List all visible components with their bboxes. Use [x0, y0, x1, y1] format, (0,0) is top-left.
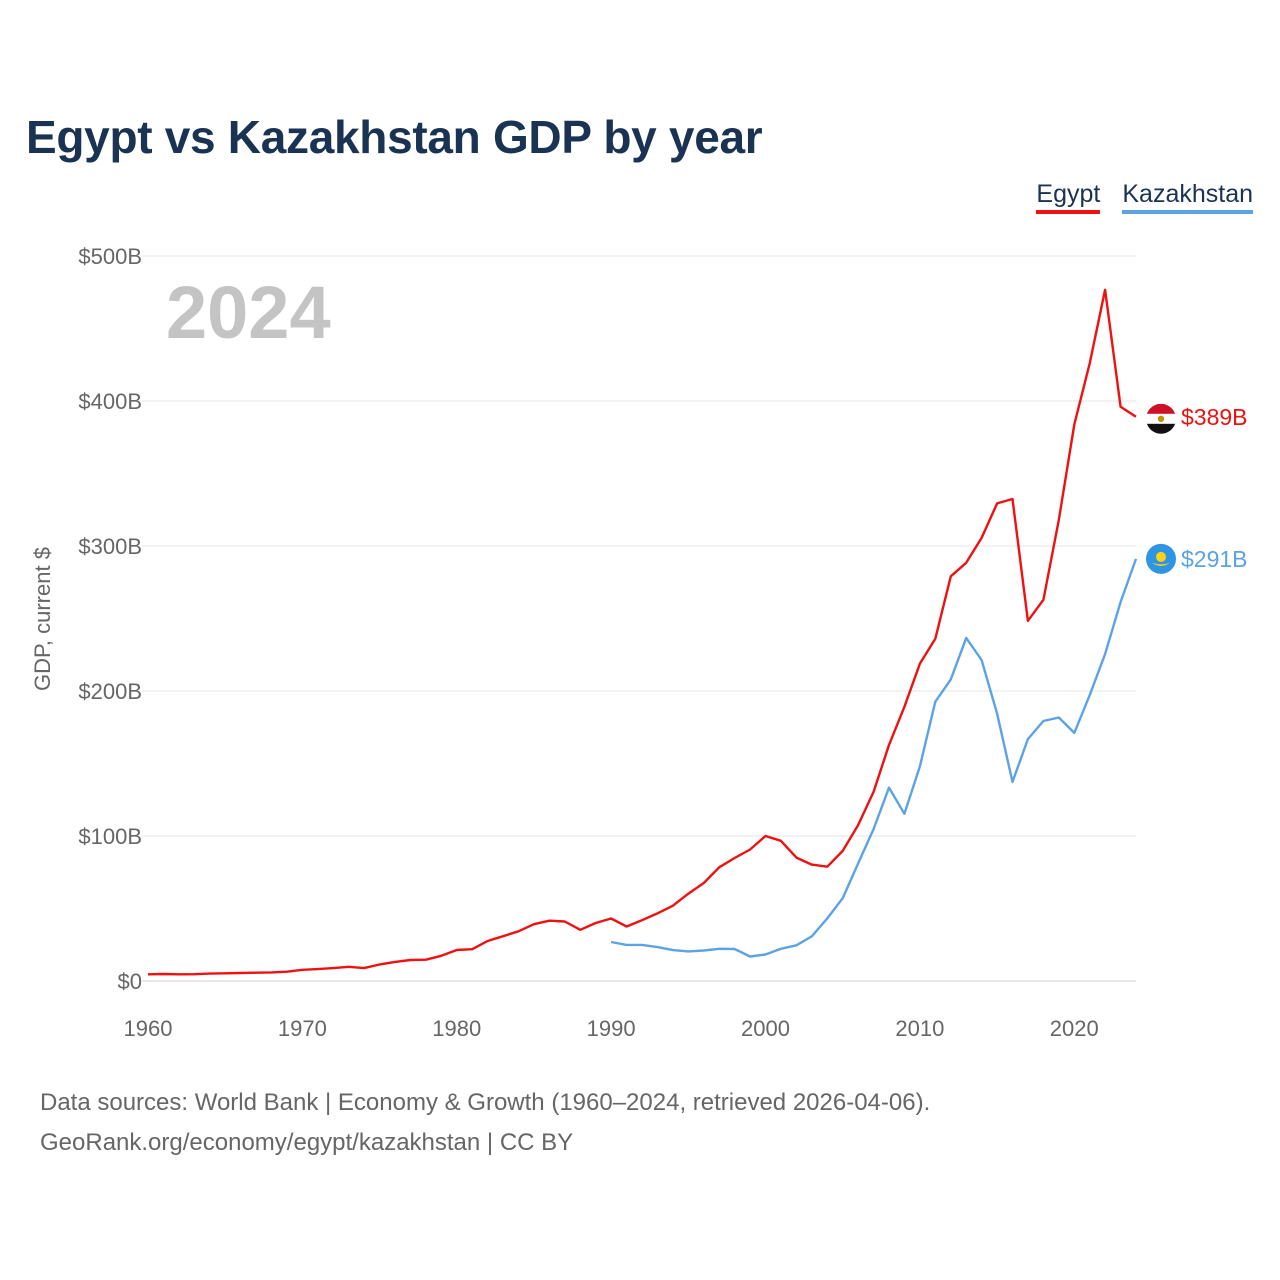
x-tick-label: 1980: [432, 1016, 481, 1041]
x-tick-label: 2000: [741, 1016, 790, 1041]
data-source-text: Data sources: World Bank | Economy & Gro…: [40, 1089, 931, 1116]
y-tick-label: $300B: [78, 534, 142, 559]
y-tick-label: $100B: [78, 824, 142, 849]
y-tick-label: $500B: [78, 244, 142, 269]
y-axis-label: GDP, current $: [30, 547, 55, 691]
chart-title: Egypt vs Kazakhstan GDP by year: [26, 111, 763, 163]
kazakhstan-flag-icon: [1146, 543, 1176, 574]
y-tick-label: $0: [118, 969, 142, 994]
x-tick-label: 1970: [278, 1016, 327, 1041]
legend-item-egypt[interactable]: Egypt: [1036, 180, 1101, 214]
legend-item-kazakhstan[interactable]: Kazakhstan: [1122, 180, 1253, 214]
egypt-flag-icon: [1146, 403, 1176, 434]
year-watermark: 2024: [166, 271, 331, 354]
y-tick-label: $400B: [78, 389, 142, 414]
attribution-text: GeoRank.org/economy/egypt/kazakhstan | C…: [40, 1129, 574, 1156]
end-value-label-kazakhstan: $291B: [1181, 546, 1248, 572]
x-tick-label: 2010: [895, 1016, 944, 1041]
legend: Egypt Kazakhstan: [1036, 180, 1253, 214]
x-tick-label: 2020: [1050, 1016, 1099, 1041]
x-tick-label: 1990: [587, 1016, 636, 1041]
footer: Data sources: World Bank | Economy & Gro…: [40, 1083, 930, 1163]
x-tick-label: 1960: [124, 1016, 173, 1041]
series-line-kazakhstan: [610, 558, 1138, 958]
end-value-label-egypt: $389B: [1181, 404, 1248, 430]
y-tick-label: $200B: [78, 679, 142, 704]
series-line-egypt: [147, 288, 1137, 976]
